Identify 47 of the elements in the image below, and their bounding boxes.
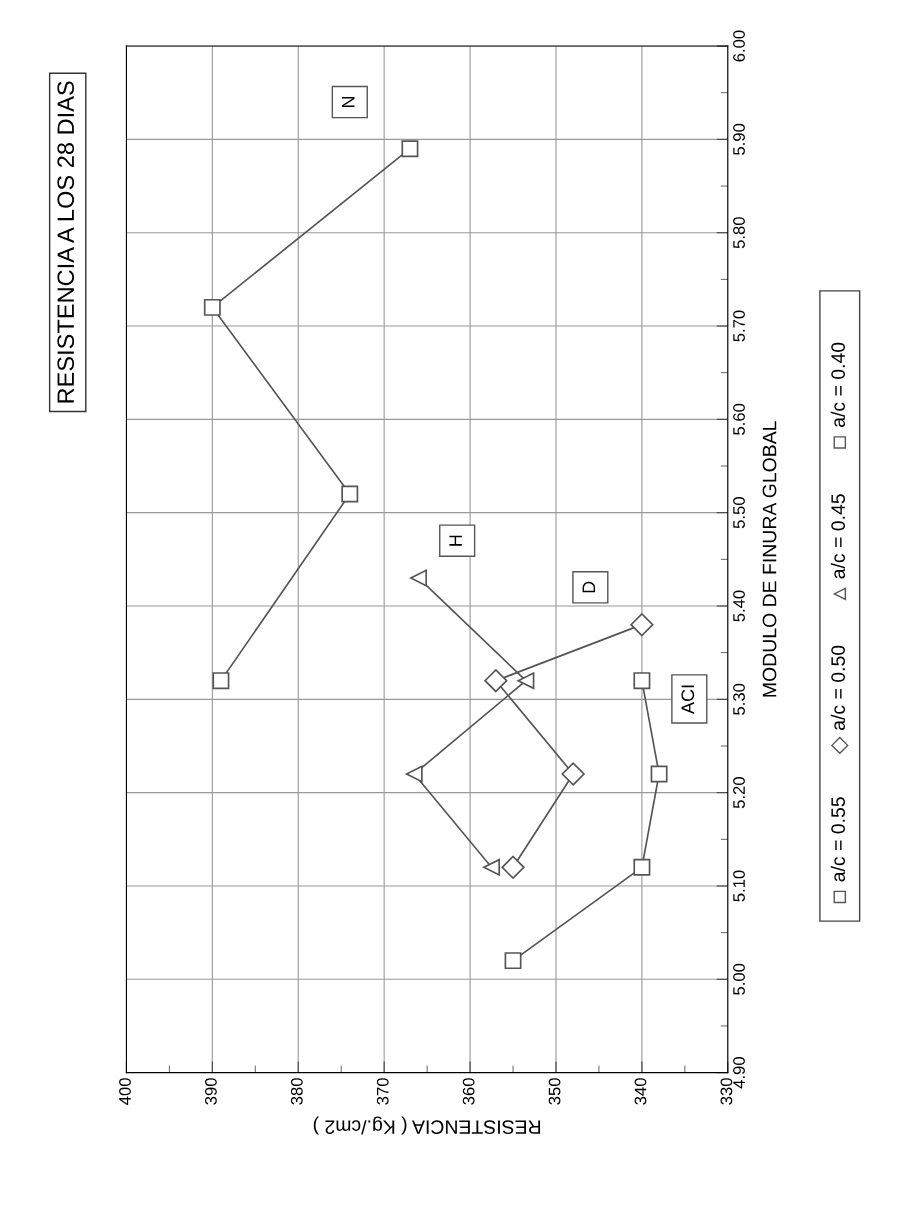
point [501, 855, 525, 879]
annotation: H [449, 535, 462, 546]
y-tick-label: 5.20 [733, 777, 745, 809]
x-tick-label: 370 [376, 1078, 389, 1105]
x-tick-label: 360 [462, 1078, 475, 1105]
annotation: ACI [681, 685, 695, 714]
text: a/c = 0.50 [830, 645, 846, 731]
point [504, 952, 522, 970]
point [405, 765, 423, 783]
y-tick-label: 5.60 [733, 403, 745, 435]
x-tick-label: 400 [119, 1078, 131, 1105]
x-tick-label: 350 [548, 1078, 561, 1105]
text: a/c = 0.45 [830, 494, 846, 579]
annotation: N [342, 97, 355, 108]
x-tick-label: 380 [290, 1078, 303, 1105]
x-tick-label: 390 [205, 1078, 217, 1105]
y-tick-label: 6.00 [733, 30, 745, 62]
point [633, 672, 651, 690]
text: RESISTENCIA A LOS 28 DIAS [57, 81, 75, 403]
y-tick-label: 5.40 [733, 590, 745, 622]
point [203, 298, 221, 316]
y-tick-label: 5.00 [733, 963, 745, 995]
y-tick-label: 5.70 [733, 310, 745, 342]
point [483, 858, 501, 876]
y-tick-label: 5.90 [733, 123, 745, 155]
x-tick-label: 340 [634, 1078, 647, 1105]
y-tick-label: 4.90 [733, 1057, 745, 1089]
annotation: D [582, 581, 596, 593]
point [633, 858, 651, 876]
text: a/c = 0.40 [830, 342, 846, 428]
y-tick-label: 5.30 [733, 683, 745, 715]
point [561, 762, 585, 786]
point [341, 485, 359, 503]
point [517, 672, 535, 690]
point [630, 613, 654, 637]
point [401, 140, 419, 158]
point [650, 765, 668, 783]
point [410, 569, 428, 587]
y-tick-label: 5.10 [733, 870, 745, 902]
point [212, 672, 230, 690]
point [484, 669, 508, 693]
x-tick-label: 330 [720, 1078, 733, 1105]
y-tick-label: 5.80 [733, 217, 745, 249]
x-axis-title: RESISTENCIA ( Kg./cm2 ) [313, 1116, 541, 1135]
y-axis-title: MODULO DE FINURA GLOBAL [762, 421, 777, 697]
text: a/c = 0.55 [830, 797, 846, 882]
y-tick-label: 5.50 [733, 497, 745, 529]
